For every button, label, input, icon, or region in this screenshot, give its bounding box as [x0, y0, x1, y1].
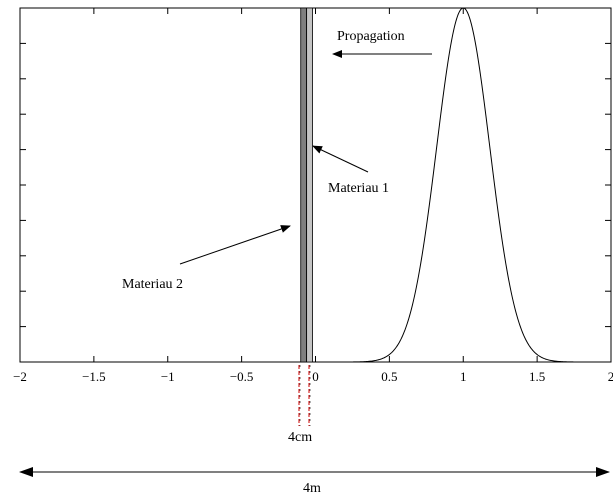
thickness-label: 4cm	[288, 430, 312, 445]
materiau-1-label: Materiau 1	[328, 181, 389, 196]
y-axis-ticks	[20, 42, 611, 363]
domain-length-label: 4m	[303, 481, 321, 496]
x-tick-label: 0.5	[381, 369, 397, 384]
x-tick-label: −1	[161, 369, 175, 384]
materiau-2-label: Materiau 2	[122, 277, 183, 292]
x-tick-label: −0.5	[230, 369, 254, 384]
x-tick-label: 0	[312, 369, 319, 384]
x-axis-tick-labels: −2 −1.5 −1 −0.5 0 0.5 1 1.5 2	[13, 369, 613, 384]
x-tick-label: −1.5	[82, 369, 106, 384]
x-tick-label: −2	[13, 369, 27, 384]
materiau-2-arrow	[179, 225, 291, 265]
x-tick-label: 1.5	[529, 369, 545, 384]
materiau-2-layer	[300, 7, 308, 363]
gaussian-pulse-curve	[312, 7, 611, 363]
plot-frame	[19, 7, 612, 363]
x-axis-ticks	[19, 8, 612, 362]
propagation-label: Propagation	[337, 29, 405, 44]
materiau-1-layer	[306, 7, 313, 363]
x-tick-label: 2	[608, 369, 613, 384]
x-tick-label: 1	[460, 369, 467, 384]
materiau-1-arrow	[312, 145, 369, 173]
